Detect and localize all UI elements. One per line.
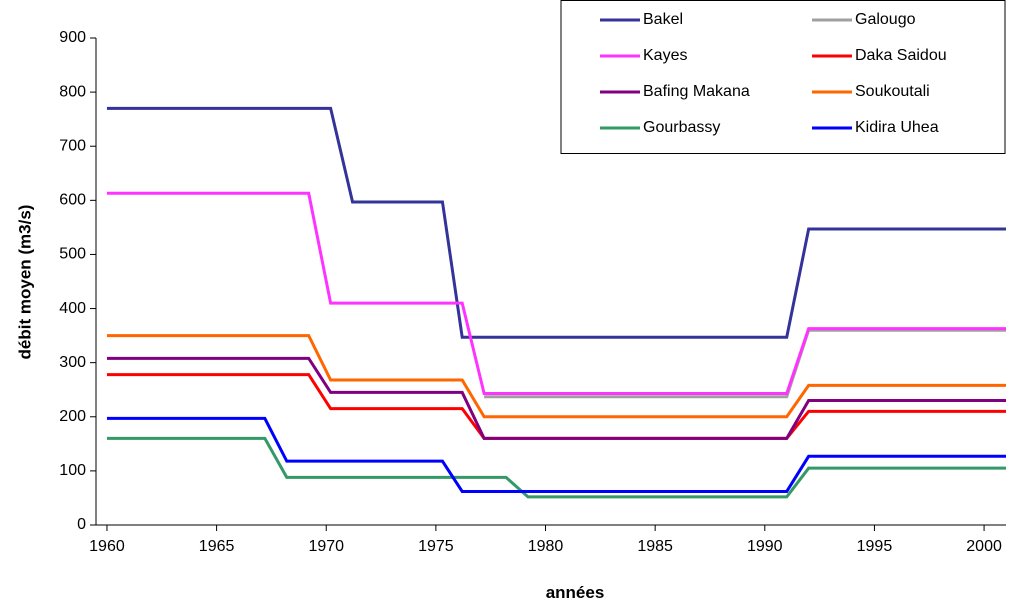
x-tick-label: 1980	[528, 538, 564, 555]
x-tick-label: 1960	[89, 538, 125, 555]
y-tick-label: 300	[59, 354, 86, 371]
y-tick-label: 600	[59, 192, 86, 209]
x-tick-label: 1970	[308, 538, 344, 555]
series-line	[106, 373, 1006, 440]
x-tick-label: 1965	[199, 538, 235, 555]
series-line	[106, 191, 1006, 396]
y-tick-label: 400	[59, 300, 86, 317]
y-tick-label: 800	[59, 83, 86, 100]
y-tick-label: 100	[59, 462, 86, 479]
legend-label: Kidira Uhea	[855, 119, 939, 136]
x-tick-label: 1995	[857, 538, 893, 555]
x-axis-label: années	[546, 583, 605, 601]
y-tick-label: 200	[59, 408, 86, 425]
x-tick-label: 1975	[418, 538, 454, 555]
legend-label: Kayes	[643, 47, 687, 64]
x-tick-label: 2000	[966, 538, 1002, 555]
legend-label: Gourbassy	[643, 119, 720, 136]
x-tick-label: 1985	[637, 538, 673, 555]
legend-label: Soukoutali	[855, 83, 930, 100]
legend-label: Galougo	[855, 11, 916, 28]
series-line	[106, 106, 1006, 339]
legend-label: Daka Saidou	[855, 47, 947, 64]
y-tick-label: 0	[77, 516, 86, 533]
y-tick-label: 900	[59, 29, 86, 46]
legend-label: Bakel	[643, 11, 683, 28]
y-tick-label: 500	[59, 246, 86, 263]
series-line	[106, 416, 1006, 493]
y-tick-label: 700	[59, 137, 86, 154]
series-line	[106, 356, 1006, 440]
series-line	[106, 436, 1006, 499]
x-tick-label: 1990	[747, 538, 783, 555]
y-axis-label: débit moyen (m3/s)	[15, 205, 34, 360]
series-line	[106, 334, 1006, 419]
legend-label: Bafing Makana	[643, 83, 750, 100]
